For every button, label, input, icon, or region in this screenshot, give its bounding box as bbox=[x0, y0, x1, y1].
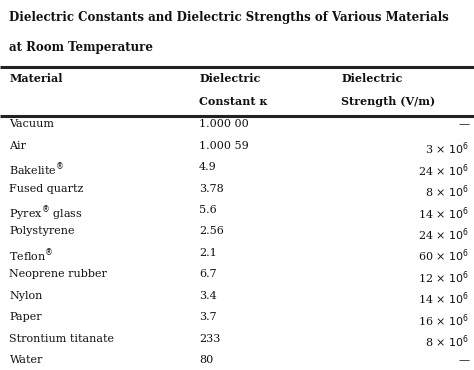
Text: Polystyrene: Polystyrene bbox=[9, 226, 75, 236]
Text: 60 × $10^6$: 60 × $10^6$ bbox=[418, 248, 469, 265]
Text: 8 × $10^6$: 8 × $10^6$ bbox=[425, 184, 469, 200]
Text: 1.000 00: 1.000 00 bbox=[199, 119, 249, 129]
Text: —: — bbox=[458, 119, 469, 129]
Text: 233: 233 bbox=[199, 334, 220, 344]
Text: 3 × $10^6$: 3 × $10^6$ bbox=[425, 141, 469, 157]
Text: Teflon$^{®}$: Teflon$^{®}$ bbox=[9, 248, 54, 264]
Text: Fused quartz: Fused quartz bbox=[9, 184, 84, 194]
Text: 14 × $10^6$: 14 × $10^6$ bbox=[418, 291, 469, 307]
Text: 16 × $10^6$: 16 × $10^6$ bbox=[418, 312, 469, 329]
Text: 2.1: 2.1 bbox=[199, 248, 217, 258]
Text: 12 × $10^6$: 12 × $10^6$ bbox=[418, 269, 469, 286]
Text: 24 × $10^6$: 24 × $10^6$ bbox=[418, 226, 469, 243]
Text: 24 × $10^6$: 24 × $10^6$ bbox=[418, 162, 469, 179]
Text: 4.9: 4.9 bbox=[199, 162, 217, 172]
Text: Nylon: Nylon bbox=[9, 291, 43, 301]
Text: Strontium titanate: Strontium titanate bbox=[9, 334, 115, 344]
Text: 6.7: 6.7 bbox=[199, 269, 217, 279]
Text: Constant κ: Constant κ bbox=[199, 96, 268, 107]
Text: 8 × $10^6$: 8 × $10^6$ bbox=[425, 334, 469, 350]
Text: —: — bbox=[458, 355, 469, 365]
Text: Neoprene rubber: Neoprene rubber bbox=[9, 269, 107, 279]
Text: Strength (V/m): Strength (V/m) bbox=[341, 96, 436, 107]
Text: 5.6: 5.6 bbox=[199, 205, 217, 215]
Text: 80: 80 bbox=[199, 355, 213, 365]
Text: at Room Temperature: at Room Temperature bbox=[9, 41, 154, 54]
Text: 3.4: 3.4 bbox=[199, 291, 217, 301]
Text: Air: Air bbox=[9, 141, 27, 151]
Text: Vacuum: Vacuum bbox=[9, 119, 55, 129]
Text: Material: Material bbox=[9, 73, 63, 84]
Text: Pyrex$^{®}$ glass: Pyrex$^{®}$ glass bbox=[9, 205, 83, 223]
Text: 14 × $10^6$: 14 × $10^6$ bbox=[418, 205, 469, 222]
Text: 3.7: 3.7 bbox=[199, 312, 217, 322]
Text: Water: Water bbox=[9, 355, 43, 365]
Text: Dielectric: Dielectric bbox=[199, 73, 260, 84]
Text: Dielectric: Dielectric bbox=[341, 73, 402, 84]
Text: Dielectric Constants and Dielectric Strengths of Various Materials: Dielectric Constants and Dielectric Stre… bbox=[9, 11, 449, 24]
Text: 2.56: 2.56 bbox=[199, 226, 224, 236]
Text: 1.000 59: 1.000 59 bbox=[199, 141, 249, 151]
Text: 3.78: 3.78 bbox=[199, 184, 224, 194]
Text: Paper: Paper bbox=[9, 312, 42, 322]
Text: Bakelite$^{®}$: Bakelite$^{®}$ bbox=[9, 162, 64, 178]
